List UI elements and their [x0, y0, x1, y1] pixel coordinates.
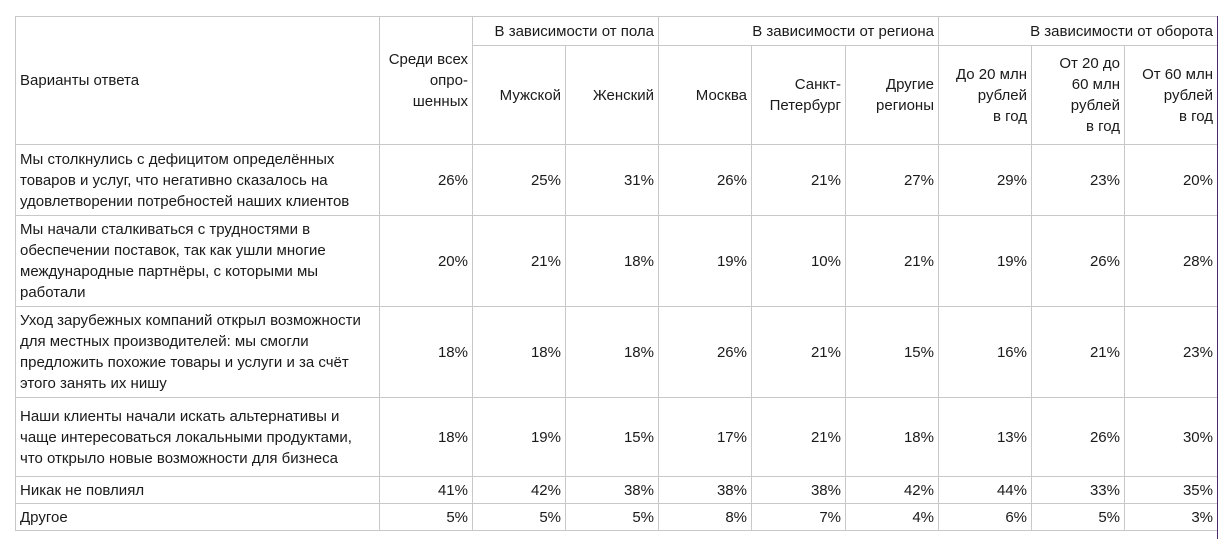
cell-from-60m: 3%	[1124, 503, 1218, 531]
total-respondents-header: Среди всех опро- шенных	[379, 16, 473, 145]
row-label: Наши клиенты начали искать альтернативы …	[15, 397, 380, 477]
answer-options-header: Варианты ответа	[15, 16, 380, 145]
cell-total: 41%	[379, 476, 473, 504]
table-row: Мы начали сталкиваться с трудностями в о…	[15, 215, 1218, 307]
cell-female: 15%	[565, 397, 659, 477]
table-row: Никак не повлиял 41% 42% 38% 38% 38% 42%…	[15, 476, 1218, 504]
cell-male: 25%	[472, 144, 566, 216]
cell-spb: 21%	[751, 144, 846, 216]
column-header-other-regions: Другие регионы	[845, 45, 939, 145]
cell-moscow: 8%	[658, 503, 752, 531]
table-row: Мы столкнулись с дефицитом определённых …	[15, 144, 1218, 216]
cell-male: 42%	[472, 476, 566, 504]
cell-moscow: 38%	[658, 476, 752, 504]
cell-from-60m: 28%	[1124, 215, 1218, 307]
group-header-turnover: В зависимости от оборота	[938, 16, 1218, 46]
right-edge-divider	[1217, 16, 1218, 539]
cell-total: 20%	[379, 215, 473, 307]
cell-20-60m: 33%	[1031, 476, 1125, 504]
cell-from-60m: 35%	[1124, 476, 1218, 504]
cell-moscow: 17%	[658, 397, 752, 477]
column-header-from-60m: От 60 млн рублей в год	[1124, 45, 1218, 145]
cell-from-60m: 20%	[1124, 144, 1218, 216]
table-row: Другое 5% 5% 5% 8% 7% 4% 6% 5% 3%	[15, 503, 1218, 531]
cell-upto-20m: 16%	[938, 306, 1032, 398]
cell-spb: 38%	[751, 476, 846, 504]
row-label: Другое	[15, 503, 380, 531]
table-row: Наши клиенты начали искать альтернативы …	[15, 397, 1218, 477]
cell-other-regions: 42%	[845, 476, 939, 504]
row-label: Никак не повлиял	[15, 476, 380, 504]
cell-male: 18%	[472, 306, 566, 398]
cell-spb: 10%	[751, 215, 846, 307]
cell-20-60m: 5%	[1031, 503, 1125, 531]
cell-total: 18%	[379, 306, 473, 398]
table-row: Уход зарубежных компаний открыл возможно…	[15, 306, 1218, 398]
cell-20-60m: 21%	[1031, 306, 1125, 398]
group-header-row: Варианты ответа Среди всех опро- шенных …	[15, 16, 1218, 145]
cell-20-60m: 26%	[1031, 397, 1125, 477]
cell-moscow: 26%	[658, 306, 752, 398]
group-header-region: В зависимости от региона	[658, 16, 939, 46]
column-header-female: Женский	[565, 45, 659, 145]
cell-male: 5%	[472, 503, 566, 531]
cell-upto-20m: 6%	[938, 503, 1032, 531]
cell-female: 31%	[565, 144, 659, 216]
row-label: Мы столкнулись с дефицитом определённых …	[15, 144, 380, 216]
cell-upto-20m: 29%	[938, 144, 1032, 216]
column-header-20-60m: От 20 до 60 млн рублей в год	[1031, 45, 1125, 145]
cell-male: 19%	[472, 397, 566, 477]
cell-spb: 21%	[751, 397, 846, 477]
cell-total: 18%	[379, 397, 473, 477]
cell-spb: 7%	[751, 503, 846, 531]
row-label: Мы начали сталкиваться с трудностями в о…	[15, 215, 380, 307]
cell-spb: 21%	[751, 306, 846, 398]
cell-other-regions: 4%	[845, 503, 939, 531]
cell-upto-20m: 44%	[938, 476, 1032, 504]
cell-from-60m: 23%	[1124, 306, 1218, 398]
cell-other-regions: 15%	[845, 306, 939, 398]
cell-upto-20m: 13%	[938, 397, 1032, 477]
column-header-moscow: Москва	[658, 45, 752, 145]
cell-20-60m: 23%	[1031, 144, 1125, 216]
cell-20-60m: 26%	[1031, 215, 1125, 307]
cell-female: 18%	[565, 306, 659, 398]
group-header-gender: В зависимости от пола	[472, 16, 659, 46]
cell-other-regions: 27%	[845, 144, 939, 216]
cell-total: 26%	[379, 144, 473, 216]
cell-from-60m: 30%	[1124, 397, 1218, 477]
column-header-row: Мужской Женский Москва Санкт- Петербург …	[16, 45, 1218, 145]
cell-total: 5%	[379, 503, 473, 531]
cell-female: 18%	[565, 215, 659, 307]
row-label: Уход зарубежных компаний открыл возможно…	[15, 306, 380, 398]
cell-upto-20m: 19%	[938, 215, 1032, 307]
cell-moscow: 19%	[658, 215, 752, 307]
column-header-upto-20m: До 20 млн рублей в год	[938, 45, 1032, 145]
column-header-spb: Санкт- Петербург	[751, 45, 846, 145]
cell-other-regions: 18%	[845, 397, 939, 477]
cell-female: 5%	[565, 503, 659, 531]
cell-moscow: 26%	[658, 144, 752, 216]
survey-results-table: Варианты ответа Среди всех опро- шенных …	[15, 16, 1218, 531]
column-header-male: Мужской	[472, 45, 566, 145]
cell-other-regions: 21%	[845, 215, 939, 307]
cell-male: 21%	[472, 215, 566, 307]
cell-female: 38%	[565, 476, 659, 504]
